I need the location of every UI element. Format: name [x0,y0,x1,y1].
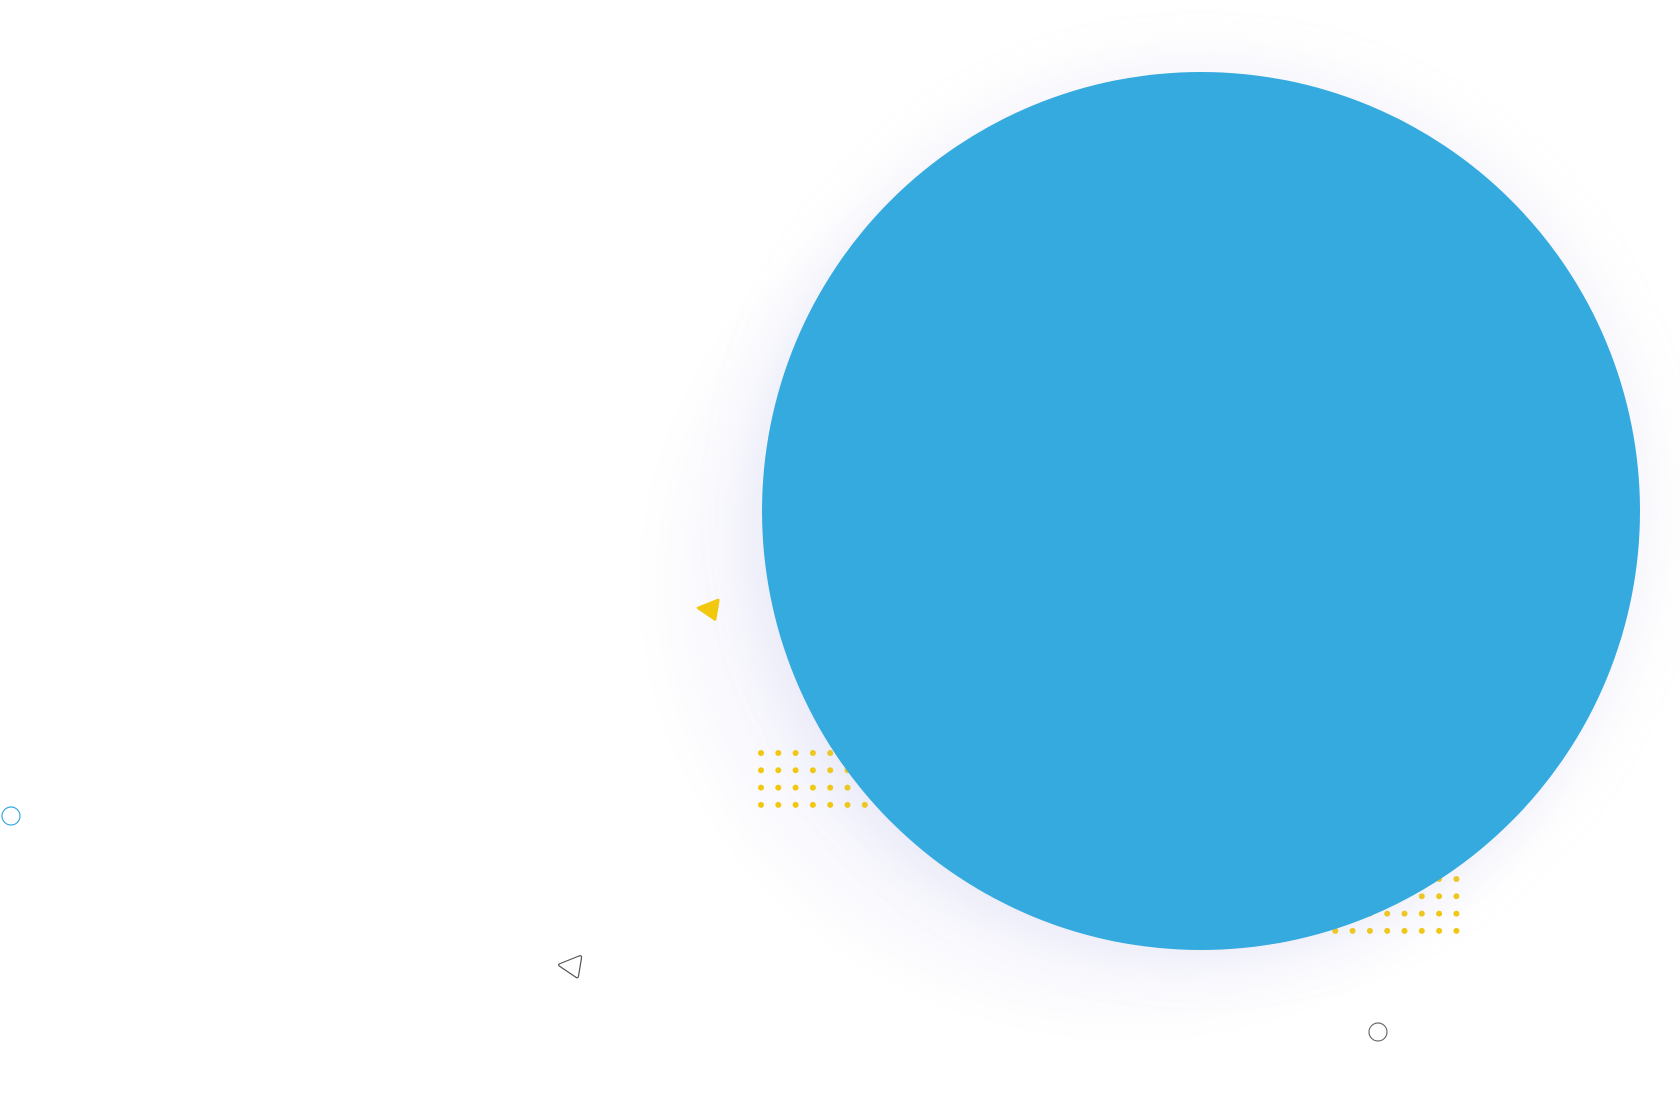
yellow-dot [758,750,764,756]
yellow-dot [809,784,816,791]
large-blue-circle [762,72,1640,950]
yellow-dot [1401,927,1408,934]
yellow-dot [1453,927,1460,934]
yellow-dot [758,767,764,774]
yellow-dot [792,750,799,756]
yellow-dot [758,801,764,808]
yellow-dot [861,801,868,808]
yellow-dot [1436,910,1443,917]
yellow-dot [792,784,799,791]
blue-ring-icon [1,806,21,826]
outline-triangle-icon [557,955,583,979]
yellow-dot [809,767,816,774]
yellow-dot [1436,893,1443,900]
grey-ring-icon [1368,1022,1388,1042]
yellow-dot [1349,927,1356,934]
yellow-dot [775,767,782,774]
yellow-dot [827,767,834,774]
yellow-dot [1384,927,1391,934]
yellow-dot [1384,910,1391,917]
yellow-dot [792,801,799,808]
yellow-dot [844,801,851,808]
yellow-dot [1453,910,1460,917]
yellow-dot [1418,927,1425,934]
yellow-dot [1366,927,1373,934]
yellow-triangle-icon [696,598,720,621]
yellow-dot [1418,910,1425,917]
yellow-dot [809,750,816,756]
yellow-dot [792,767,799,774]
yellow-dot [775,750,782,756]
yellow-dot [758,784,764,791]
yellow-dot [809,801,816,808]
yellow-dot [827,801,834,808]
yellow-dot [775,801,782,808]
yellow-dot [1453,893,1460,900]
yellow-dot [827,784,834,791]
yellow-dot [1401,910,1408,917]
yellow-dot [775,784,782,791]
yellow-dot [1436,927,1443,934]
yellow-dot [1418,893,1425,900]
yellow-dot [1453,876,1460,882]
yellow-dot [844,784,851,791]
yellow-dot [827,750,834,756]
